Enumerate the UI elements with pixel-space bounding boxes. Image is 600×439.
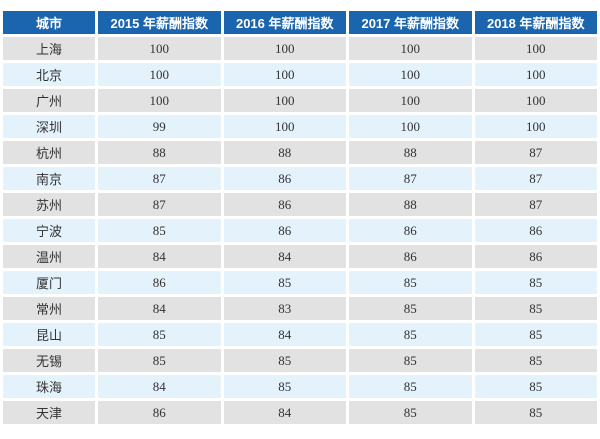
table-body: 上海 100 100 100 100 北京 100 100 100 100 广州 100 100 100 1… xyxy=(3,37,597,424)
table-row: 昆山 85 84 85 85 xyxy=(3,323,597,346)
city-cell: 无锡 xyxy=(3,349,95,372)
index-value-cell: 83 xyxy=(223,297,346,320)
city-cell: 杭州 xyxy=(3,141,95,164)
column-header-year: 2015 年薪酬指数 xyxy=(98,11,221,34)
index-value-cell: 85 xyxy=(349,349,472,372)
table-row: 常州 84 83 85 85 xyxy=(3,297,597,320)
index-value-cell: 87 xyxy=(349,167,472,190)
index-value-cell: 88 xyxy=(98,141,221,164)
index-value-cell: 85 xyxy=(474,323,597,346)
table-row: 广州 100 100 100 100 xyxy=(3,89,597,112)
index-value-cell: 85 xyxy=(474,297,597,320)
index-value-cell: 84 xyxy=(98,375,221,398)
column-header-city: 城市 xyxy=(3,11,95,34)
salary-index-table: 城市 2015 年薪酬指数 2016 年薪酬指数 2017 年薪酬指数 2018 年薪酬… xyxy=(0,8,600,427)
index-value-cell: 87 xyxy=(474,167,597,190)
index-value-cell: 87 xyxy=(474,193,597,216)
city-cell: 北京 xyxy=(3,63,95,86)
index-value-cell: 100 xyxy=(349,63,472,86)
column-header-year: 2016 年薪酬指数 xyxy=(223,11,346,34)
index-value-cell: 84 xyxy=(223,401,346,424)
table-row: 珠海 84 85 85 85 xyxy=(3,375,597,398)
index-value-cell: 100 xyxy=(98,63,221,86)
index-value-cell: 86 xyxy=(223,193,346,216)
table-row: 宁波 85 86 86 86 xyxy=(3,219,597,242)
city-cell: 天津 xyxy=(3,401,95,424)
table-row: 无锡 85 85 85 85 xyxy=(3,349,597,372)
city-cell: 珠海 xyxy=(3,375,95,398)
index-value-cell: 100 xyxy=(98,37,221,60)
index-value-cell: 100 xyxy=(349,89,472,112)
index-value-cell: 86 xyxy=(349,245,472,268)
index-value-cell: 85 xyxy=(474,375,597,398)
index-value-cell: 85 xyxy=(98,219,221,242)
table-row: 厦门 86 85 85 85 xyxy=(3,271,597,294)
table-row: 深圳 99 100 100 100 xyxy=(3,115,597,138)
index-value-cell: 100 xyxy=(98,89,221,112)
index-value-cell: 85 xyxy=(349,323,472,346)
index-value-cell: 100 xyxy=(474,89,597,112)
index-value-cell: 84 xyxy=(223,323,346,346)
index-value-cell: 85 xyxy=(98,323,221,346)
index-value-cell: 100 xyxy=(223,115,346,138)
city-cell: 深圳 xyxy=(3,115,95,138)
table-row: 苏州 87 86 88 87 xyxy=(3,193,597,216)
index-value-cell: 88 xyxy=(223,141,346,164)
index-value-cell: 87 xyxy=(98,193,221,216)
index-value-cell: 85 xyxy=(223,349,346,372)
city-cell: 昆山 xyxy=(3,323,95,346)
index-value-cell: 87 xyxy=(474,141,597,164)
index-value-cell: 85 xyxy=(349,401,472,424)
index-value-cell: 86 xyxy=(474,245,597,268)
index-value-cell: 84 xyxy=(98,297,221,320)
index-value-cell: 100 xyxy=(223,89,346,112)
index-value-cell: 100 xyxy=(474,115,597,138)
column-header-year: 2017 年薪酬指数 xyxy=(349,11,472,34)
index-value-cell: 100 xyxy=(349,115,472,138)
index-value-cell: 86 xyxy=(98,401,221,424)
index-value-cell: 100 xyxy=(474,63,597,86)
index-value-cell: 99 xyxy=(98,115,221,138)
index-value-cell: 86 xyxy=(223,219,346,242)
index-value-cell: 87 xyxy=(98,167,221,190)
index-value-cell: 85 xyxy=(349,375,472,398)
city-cell: 温州 xyxy=(3,245,95,268)
index-value-cell: 85 xyxy=(223,375,346,398)
index-value-cell: 86 xyxy=(223,167,346,190)
index-value-cell: 86 xyxy=(349,219,472,242)
index-value-cell: 85 xyxy=(349,297,472,320)
table-row: 北京 100 100 100 100 xyxy=(3,63,597,86)
index-value-cell: 85 xyxy=(474,401,597,424)
table-row: 上海 100 100 100 100 xyxy=(3,37,597,60)
index-value-cell: 100 xyxy=(223,63,346,86)
city-cell: 广州 xyxy=(3,89,95,112)
table-row: 天津 86 84 85 85 xyxy=(3,401,597,424)
index-value-cell: 85 xyxy=(474,271,597,294)
city-cell: 宁波 xyxy=(3,219,95,242)
index-value-cell: 100 xyxy=(349,37,472,60)
table-header-row: 城市 2015 年薪酬指数 2016 年薪酬指数 2017 年薪酬指数 2018 年薪酬… xyxy=(3,11,597,34)
city-cell: 上海 xyxy=(3,37,95,60)
index-value-cell: 88 xyxy=(349,193,472,216)
index-value-cell: 84 xyxy=(223,245,346,268)
index-value-cell: 100 xyxy=(223,37,346,60)
index-value-cell: 84 xyxy=(98,245,221,268)
index-value-cell: 85 xyxy=(98,349,221,372)
index-value-cell: 85 xyxy=(349,271,472,294)
table-row: 南京 87 86 87 87 xyxy=(3,167,597,190)
index-value-cell: 85 xyxy=(474,349,597,372)
table-row: 杭州 88 88 88 87 xyxy=(3,141,597,164)
index-value-cell: 86 xyxy=(98,271,221,294)
index-value-cell: 100 xyxy=(474,37,597,60)
city-cell: 厦门 xyxy=(3,271,95,294)
index-value-cell: 88 xyxy=(349,141,472,164)
column-header-year: 2018 年薪酬指数 xyxy=(474,11,597,34)
city-cell: 常州 xyxy=(3,297,95,320)
city-cell: 南京 xyxy=(3,167,95,190)
city-cell: 苏州 xyxy=(3,193,95,216)
index-value-cell: 85 xyxy=(223,271,346,294)
table-row: 温州 84 84 86 86 xyxy=(3,245,597,268)
index-value-cell: 86 xyxy=(474,219,597,242)
